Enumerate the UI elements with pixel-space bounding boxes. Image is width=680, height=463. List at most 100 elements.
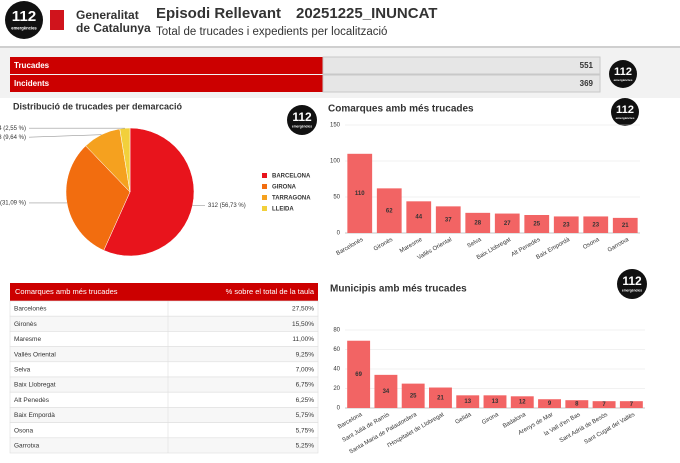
table-row	[9, 437, 319, 454]
summary-value-cell	[322, 56, 601, 75]
bar	[592, 401, 616, 408]
bar	[553, 216, 579, 233]
legend-label: TARRAGONA	[272, 196, 311, 202]
table-cell: Gironès	[14, 321, 38, 328]
pie-slice	[119, 127, 131, 193]
table-cell: 7,00%	[296, 367, 315, 374]
bar-value-label: 13	[492, 399, 499, 405]
table-cell: Vallès Oriental	[14, 351, 56, 358]
table-cell: 6,25%	[296, 397, 315, 404]
logo-disc	[617, 269, 647, 299]
summary-label: Trucades	[14, 61, 50, 70]
table-cell: Maresme	[14, 336, 41, 343]
y-tick-label: 0	[337, 406, 341, 412]
summary-label: Incidents	[14, 79, 50, 88]
leader-line	[28, 134, 102, 138]
bar	[376, 188, 402, 233]
bar	[612, 217, 638, 233]
table-cell: Baix Empordà	[14, 412, 55, 419]
summary-label-cell	[10, 57, 323, 74]
y-tick-label: 150	[330, 123, 341, 129]
logo-caption: emergències	[614, 78, 633, 82]
logo-disc	[611, 98, 639, 126]
slice-label: 171 (31,09 %)	[0, 200, 26, 206]
legend-swatch	[262, 184, 267, 189]
table-header: % sobre el total de la taula	[226, 287, 315, 296]
legend-swatch	[262, 173, 267, 178]
bar-value-label: 37	[445, 217, 452, 223]
bar-value-label: 23	[563, 222, 570, 228]
pie-slice	[103, 127, 195, 257]
chart-title: Distribució de trucades per demarcació	[13, 101, 183, 111]
bar-value-label: 25	[410, 393, 417, 399]
legend-label: LLEIDA	[272, 207, 294, 213]
bar	[347, 340, 371, 408]
bar	[483, 395, 507, 408]
bar	[524, 215, 550, 233]
page-title: Episodi Rellevant	[156, 5, 281, 22]
table-cell: 11,00%	[292, 336, 314, 343]
logo-number: 112	[622, 274, 642, 288]
table-cell: Osona	[14, 427, 34, 434]
logo-number: 112	[616, 104, 634, 116]
bar-value-label: 27	[504, 221, 511, 227]
legend-label: GIRONA	[272, 185, 297, 191]
table-cell: 5,75%	[296, 427, 315, 434]
table-cell: 15,50%	[292, 321, 314, 328]
bar-value-label: 7	[602, 402, 606, 408]
legend-swatch	[262, 195, 267, 200]
summary-value: 551	[580, 61, 594, 70]
bar-value-label: 9	[548, 401, 552, 407]
table-cell: Alt Penedès	[14, 397, 50, 404]
bar	[435, 206, 461, 233]
table-row	[9, 391, 319, 408]
table-cell: 5,75%	[296, 412, 315, 419]
chart-title: Comarques amb més trucades	[328, 104, 474, 115]
pie-slice	[65, 145, 131, 251]
bar	[374, 374, 398, 408]
y-tick-label: 40	[333, 367, 340, 373]
table-row	[9, 376, 319, 393]
table-header: Comarques amb més trucades	[15, 287, 118, 296]
logo-caption: emergències	[616, 116, 635, 120]
logo-number: 112	[614, 66, 632, 78]
table-cell: 5,25%	[296, 443, 315, 450]
logo-number: 112	[292, 110, 312, 124]
bar-value-label: 21	[437, 395, 444, 401]
bar-value-label: 13	[464, 399, 471, 405]
bar	[565, 400, 589, 408]
summary-value-cell	[322, 74, 601, 93]
logo-disc	[609, 60, 637, 88]
table-cell: Baix Llobregat	[14, 382, 56, 389]
legend-label: BARCELONA	[272, 174, 311, 180]
header-bar	[0, 0, 680, 46]
y-tick-label: 0	[337, 231, 341, 237]
table-cell: Selva	[14, 367, 31, 374]
slice-label: 53 (9,64 %)	[0, 135, 26, 141]
org-name: Generalitat	[76, 8, 139, 22]
bar-value-label: 34	[383, 389, 390, 395]
table-cell: Barcelonès	[14, 306, 47, 313]
bar-value-label: 69	[355, 372, 362, 378]
logo-caption: emergències	[292, 125, 312, 129]
header-rule	[0, 46, 680, 48]
bar	[494, 213, 520, 233]
page-subtitle: Total de trucades i expedients per local…	[156, 26, 387, 38]
org-emblem	[50, 10, 64, 30]
legend-swatch	[262, 206, 267, 211]
table-cell: 6,75%	[296, 382, 315, 389]
episode-code: 20251225_INUNCAT	[296, 5, 437, 22]
bar	[456, 395, 480, 408]
table-cell: Garrotxa	[14, 443, 40, 450]
bar-value-label: 62	[386, 208, 393, 214]
logo-number: 112	[12, 8, 37, 25]
logo-disc	[287, 105, 317, 135]
bar	[619, 401, 643, 408]
table-row	[9, 331, 319, 347]
table-row	[9, 300, 319, 317]
logo-caption: emergències	[11, 26, 37, 31]
y-tick-label: 80	[333, 328, 340, 334]
table-row	[9, 407, 319, 423]
